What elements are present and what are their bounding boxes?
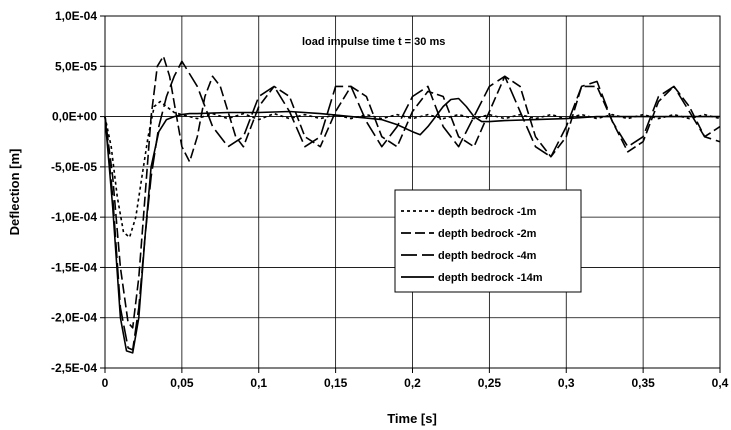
legend-label-3: depth bedrock -4m [438,250,537,262]
legend-label-2: depth bedrock -2m [438,228,537,240]
annotation-text: load impulse time t = 30 ms [302,36,445,48]
x-tick-label: 0,25 [478,376,502,390]
legend-label-1: depth bedrock -1m [438,206,537,218]
y-tick-label: -5,0E-05 [51,160,97,174]
x-tick-label: 0,05 [170,376,194,390]
legend: depth bedrock -1m depth bedrock -2m depth … [394,189,582,293]
x-tick-label: 0,2 [404,376,421,390]
y-axis-label: Deflection [m] [7,149,22,236]
x-tick-label: 0 [102,376,109,390]
series-lines [104,55,721,354]
y-tick-label: -1,0E-04 [51,210,97,224]
legend-items: depth bedrock -1m depth bedrock -2m depth … [401,206,543,284]
y-tick-label: -2,0E-04 [51,311,97,325]
y-tick-label: -2,5E-04 [51,361,97,375]
x-axis-label: Time [s] [387,411,437,426]
legend-box [394,189,582,293]
x-axis-ticks: 0 0,05 0,1 0,15 0,2 0,25 0,3 0,35 0,4 [102,368,729,390]
series-line-4 [104,97,720,354]
y-tick-label: -1,5E-04 [51,260,97,274]
y-tick-label: 5,0E-05 [55,59,97,73]
y-axis-ticks: 1,0E-04 5,0E-05 0,0E+00 -5,0E-05 -1,0E-04 -1,… [51,9,105,375]
series-line-2 [104,55,721,329]
legend-label-4: depth bedrock -14m [438,272,543,284]
y-tick-label: 0,0E+00 [52,110,97,124]
series-line-1 [104,100,721,239]
x-tick-label: 0,1 [250,376,267,390]
y-tick-label: 1,0E-04 [55,9,97,23]
x-tick-label: 0,15 [324,376,348,390]
x-tick-label: 0,4 [712,376,729,390]
x-tick-label: 0,3 [558,376,575,390]
x-tick-label: 0,35 [631,376,655,390]
